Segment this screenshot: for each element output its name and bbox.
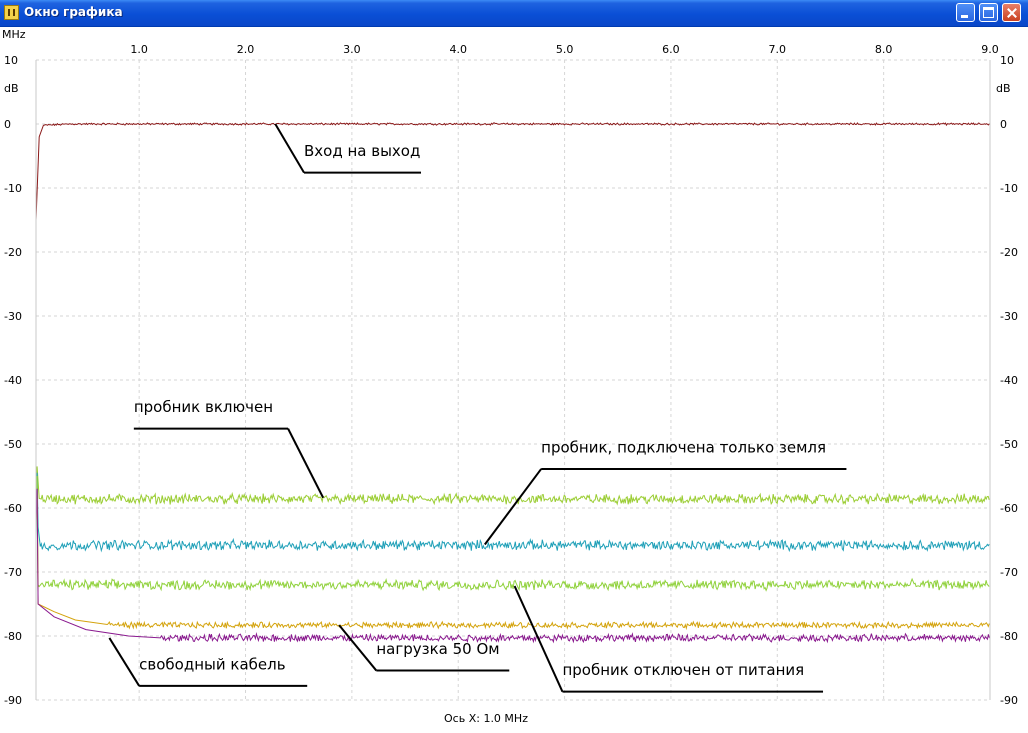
y-tick-label-right: -20: [1000, 246, 1018, 259]
series-line-4: [35, 475, 990, 592]
y-tick-label-right: -40: [1000, 374, 1018, 387]
x-unit-label: MHz: [2, 28, 26, 41]
minimize-icon[interactable]: [956, 3, 975, 22]
x-axis-title: Ось X: 1.0 MHz: [444, 712, 528, 725]
x-tick-label: 9.0: [981, 43, 999, 56]
x-tick-label: 8.0: [875, 43, 893, 56]
x-tick-label: 3.0: [343, 43, 361, 56]
y-tick-label-right: 10: [1000, 54, 1014, 67]
y-tick-label-left: -50: [4, 438, 22, 451]
maximize-icon[interactable]: [979, 3, 998, 22]
x-tick-label: 5.0: [556, 43, 574, 56]
x-tick-label: 7.0: [769, 43, 787, 56]
chart-plot: 10 10 0 0 -10 -10 -20 -20 -30 -30 -40 -40 -50 -50 -60 -…: [2, 28, 1018, 725]
annotation-leader-line: [274, 123, 305, 174]
annotation-label: пробник, подключена только земля: [541, 438, 826, 456]
y-tick-label-right: 0: [1000, 118, 1007, 131]
y-tick-label-left: -20: [4, 246, 22, 259]
y-tick-label-right: -10: [1000, 182, 1018, 195]
series-line-3: [35, 472, 990, 553]
y-tick-label-left: 10: [4, 54, 18, 67]
annotation-leader-line: [484, 468, 542, 546]
x-tick-label: 4.0: [449, 43, 467, 56]
y-unit-label-right: dB: [996, 82, 1011, 95]
y-unit-label-left: dB: [4, 82, 19, 95]
y-tick-label-right: -90: [1000, 694, 1018, 707]
y-tick-label-right: -80: [1000, 630, 1018, 643]
annotation-leader-line: [108, 637, 141, 687]
annotation-label: свободный кабель: [139, 655, 285, 673]
annotation-label: нагрузка 50 Ом: [376, 640, 499, 658]
y-tick-label-right: -70: [1000, 566, 1018, 579]
y-tick-label-left: -80: [4, 630, 22, 643]
annotation-label: пробник отключен от питания: [562, 661, 804, 679]
graph-icon: [4, 5, 19, 20]
y-tick-label-left: -30: [4, 310, 22, 323]
y-tick-label-right: -60: [1000, 502, 1018, 515]
x-tick-label: 2.0: [237, 43, 255, 56]
series-line-1: [35, 122, 990, 221]
annotation-label: Вход на выход: [304, 142, 420, 160]
y-tick-label-right: -30: [1000, 310, 1018, 323]
close-icon[interactable]: [1002, 3, 1021, 22]
y-tick-label-left: -40: [4, 374, 22, 387]
x-tick-label: 1.0: [130, 43, 148, 56]
y-tick-label-left: -90: [4, 694, 22, 707]
window-title: Окно графика: [24, 5, 123, 19]
x-tick-label: 6.0: [662, 43, 680, 56]
annotation-leader-line: [338, 624, 378, 672]
series-line-5: [35, 488, 990, 631]
title-bar[interactable]: Окно графика: [0, 0, 1028, 27]
y-tick-label-left: -60: [4, 502, 22, 515]
y-tick-label-right: -50: [1000, 438, 1018, 451]
series-line-2: [35, 466, 990, 506]
y-tick-label-left: 0: [4, 118, 11, 131]
y-tick-label-left: -10: [4, 182, 22, 195]
annotation-label: пробник включен: [134, 398, 273, 416]
series-line-6: [35, 488, 990, 644]
annotation-leader-line: [513, 585, 564, 693]
annotation-leader-line: [287, 428, 325, 499]
y-tick-label-left: -70: [4, 566, 22, 579]
